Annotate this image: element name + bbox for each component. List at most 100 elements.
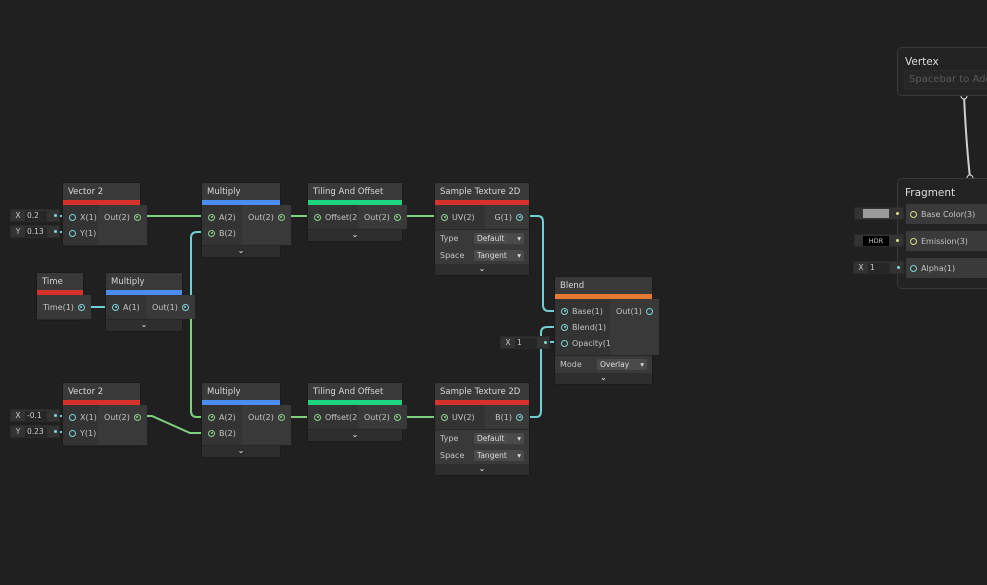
fragment-port-emission[interactable]: Emission(3) bbox=[906, 231, 987, 251]
input-port[interactable]: A(2) bbox=[202, 209, 242, 225]
input-port[interactable]: X(1) bbox=[63, 209, 98, 225]
output-port[interactable]: B(1) bbox=[485, 409, 529, 425]
emission-field[interactable]: HDR bbox=[854, 234, 904, 247]
output-port[interactable]: Out(2) bbox=[98, 409, 147, 425]
base-color-field[interactable] bbox=[854, 207, 904, 220]
inline-input-vec2-bot-y[interactable]: Y 0.23 bbox=[10, 425, 60, 438]
inline-input-value[interactable]: 1 bbox=[515, 337, 537, 348]
color-swatch[interactable] bbox=[863, 209, 889, 218]
port-icon[interactable] bbox=[393, 213, 401, 221]
input-port[interactable]: Offset(2) bbox=[308, 409, 360, 425]
output-port[interactable]: Out(2) bbox=[358, 209, 407, 225]
node-tex-bot[interactable]: Sample Texture 2D UV(2) B(1) Type Default ▾ Sp… bbox=[434, 382, 530, 476]
inline-input-vec2-top-x[interactable]: X 0.2 bbox=[10, 209, 60, 222]
port-icon[interactable] bbox=[516, 213, 523, 221]
setting-dropdown[interactable]: Tangent ▾ bbox=[474, 250, 524, 261]
output-port[interactable]: Out(1) bbox=[146, 299, 195, 315]
port-icon[interactable] bbox=[441, 413, 448, 421]
input-port[interactable]: B(2) bbox=[202, 225, 242, 241]
node-mul-top[interactable]: Multiply A(2) B(2) Out(2) ⌄ bbox=[201, 182, 291, 258]
output-port[interactable]: Out(1) bbox=[610, 303, 659, 319]
setting-dropdown[interactable]: Default ▾ bbox=[474, 233, 524, 244]
expand-chevron-icon[interactable]: ⌄ bbox=[308, 430, 402, 441]
output-port[interactable]: Out(2) bbox=[242, 209, 291, 225]
port-icon[interactable] bbox=[314, 413, 321, 421]
hdr-swatch[interactable]: HDR bbox=[863, 235, 889, 246]
inline-input-value[interactable]: 0.2 bbox=[25, 210, 47, 221]
port-icon[interactable] bbox=[69, 413, 76, 421]
node-vec2-bot[interactable]: Vector 2 X(1) Y(1) Out(2) bbox=[62, 382, 147, 447]
port-icon[interactable] bbox=[69, 429, 76, 437]
port-icon[interactable] bbox=[441, 213, 448, 221]
output-port[interactable]: Out(2) bbox=[358, 409, 407, 425]
port-icon[interactable] bbox=[208, 229, 215, 237]
port-icon[interactable] bbox=[645, 307, 653, 315]
expand-chevron-icon[interactable]: ⌄ bbox=[308, 230, 402, 241]
port-icon[interactable] bbox=[277, 213, 285, 221]
port-icon[interactable] bbox=[112, 303, 119, 311]
port-icon[interactable] bbox=[181, 303, 189, 311]
node-tex-top[interactable]: Sample Texture 2D UV(2) G(1) Type Default ▾ Sp… bbox=[434, 182, 530, 276]
input-port[interactable]: Y(1) bbox=[63, 425, 98, 441]
node-mul-small[interactable]: Multiply A(1) Out(1) ⌄ bbox=[105, 272, 195, 332]
input-port[interactable]: Opacity(1) bbox=[555, 335, 614, 351]
port-icon[interactable] bbox=[314, 213, 321, 221]
fragment-port-alpha[interactable]: Alpha(1) bbox=[906, 258, 987, 278]
port-icon[interactable] bbox=[393, 413, 401, 421]
port-icon[interactable] bbox=[208, 429, 215, 437]
setting-dropdown[interactable]: Default ▾ bbox=[474, 433, 524, 444]
port-icon[interactable] bbox=[277, 413, 285, 421]
port-icon[interactable] bbox=[133, 213, 141, 221]
input-port[interactable]: Y(1) bbox=[63, 225, 98, 241]
port-icon[interactable] bbox=[561, 339, 568, 347]
port-icon[interactable] bbox=[69, 213, 76, 221]
input-port[interactable]: A(2) bbox=[202, 409, 242, 425]
node-tile-bot[interactable]: Tiling And Offset Offset(2) Out(2) ⌄ bbox=[307, 382, 407, 442]
port-icon[interactable] bbox=[516, 413, 523, 421]
port-icon[interactable] bbox=[69, 229, 76, 237]
output-port[interactable]: Out(2) bbox=[98, 209, 147, 225]
input-port[interactable]: Base(1) bbox=[555, 303, 610, 319]
node-vec2-top[interactable]: Vector 2 X(1) Y(1) Out(2) bbox=[62, 182, 147, 247]
port-icon[interactable] bbox=[208, 413, 215, 421]
expand-chevron-icon[interactable]: ⌄ bbox=[202, 246, 280, 257]
expand-chevron-icon[interactable]: ⌄ bbox=[555, 373, 652, 384]
port-icon[interactable] bbox=[561, 323, 568, 331]
port-icon[interactable] bbox=[208, 213, 215, 221]
inline-input-vec2-bot-x[interactable]: X -0.1 bbox=[10, 409, 60, 422]
vertex-add-field[interactable]: Spacebar to Add bbox=[904, 70, 987, 89]
output-port[interactable]: Out(2) bbox=[242, 409, 291, 425]
expand-chevron-icon[interactable]: ⌄ bbox=[435, 264, 529, 275]
setting-dropdown[interactable]: Tangent ▾ bbox=[474, 450, 524, 461]
input-port[interactable]: B(2) bbox=[202, 425, 242, 441]
inline-input-value[interactable]: 0.23 bbox=[25, 426, 47, 437]
input-port[interactable]: Blend(1) bbox=[555, 319, 610, 335]
inline-input-vec2-top-y[interactable]: Y 0.13 bbox=[10, 225, 60, 238]
setting-dropdown[interactable]: Overlay ▾ bbox=[597, 359, 647, 370]
input-port[interactable]: UV(2) bbox=[435, 409, 485, 425]
node-time[interactable]: Time Time(1) bbox=[36, 272, 91, 321]
expand-chevron-icon[interactable]: ⌄ bbox=[435, 464, 529, 475]
expand-chevron-icon[interactable]: ⌄ bbox=[106, 320, 182, 331]
input-port[interactable]: A(1) bbox=[106, 299, 146, 315]
port-icon[interactable] bbox=[561, 307, 568, 315]
fragment-port-base-color[interactable]: Base Color(3) bbox=[906, 204, 987, 224]
output-port[interactable]: G(1) bbox=[485, 209, 529, 225]
output-port[interactable]: Time(1) bbox=[37, 299, 91, 315]
node-mul-bot[interactable]: Multiply A(2) B(2) Out(2) ⌄ bbox=[201, 382, 291, 458]
input-port[interactable]: Offset(2) bbox=[308, 209, 360, 225]
node-blend[interactable]: Blend Base(1) Blend(1) Opacity(1) Out(1) Mode… bbox=[554, 276, 659, 385]
port-icon[interactable] bbox=[133, 413, 141, 421]
port-icon[interactable] bbox=[910, 210, 917, 218]
inline-input-value[interactable]: 0.13 bbox=[25, 226, 47, 237]
port-icon[interactable] bbox=[910, 237, 917, 245]
port-icon[interactable] bbox=[77, 303, 85, 311]
input-port[interactable]: X(1) bbox=[63, 409, 98, 425]
node-tile-top[interactable]: Tiling And Offset Offset(2) Out(2) ⌄ bbox=[307, 182, 407, 242]
expand-chevron-icon[interactable]: ⌄ bbox=[202, 446, 280, 457]
inline-input-value[interactable]: -0.1 bbox=[25, 410, 47, 421]
input-port[interactable]: UV(2) bbox=[435, 209, 485, 225]
port-icon[interactable] bbox=[910, 264, 917, 272]
